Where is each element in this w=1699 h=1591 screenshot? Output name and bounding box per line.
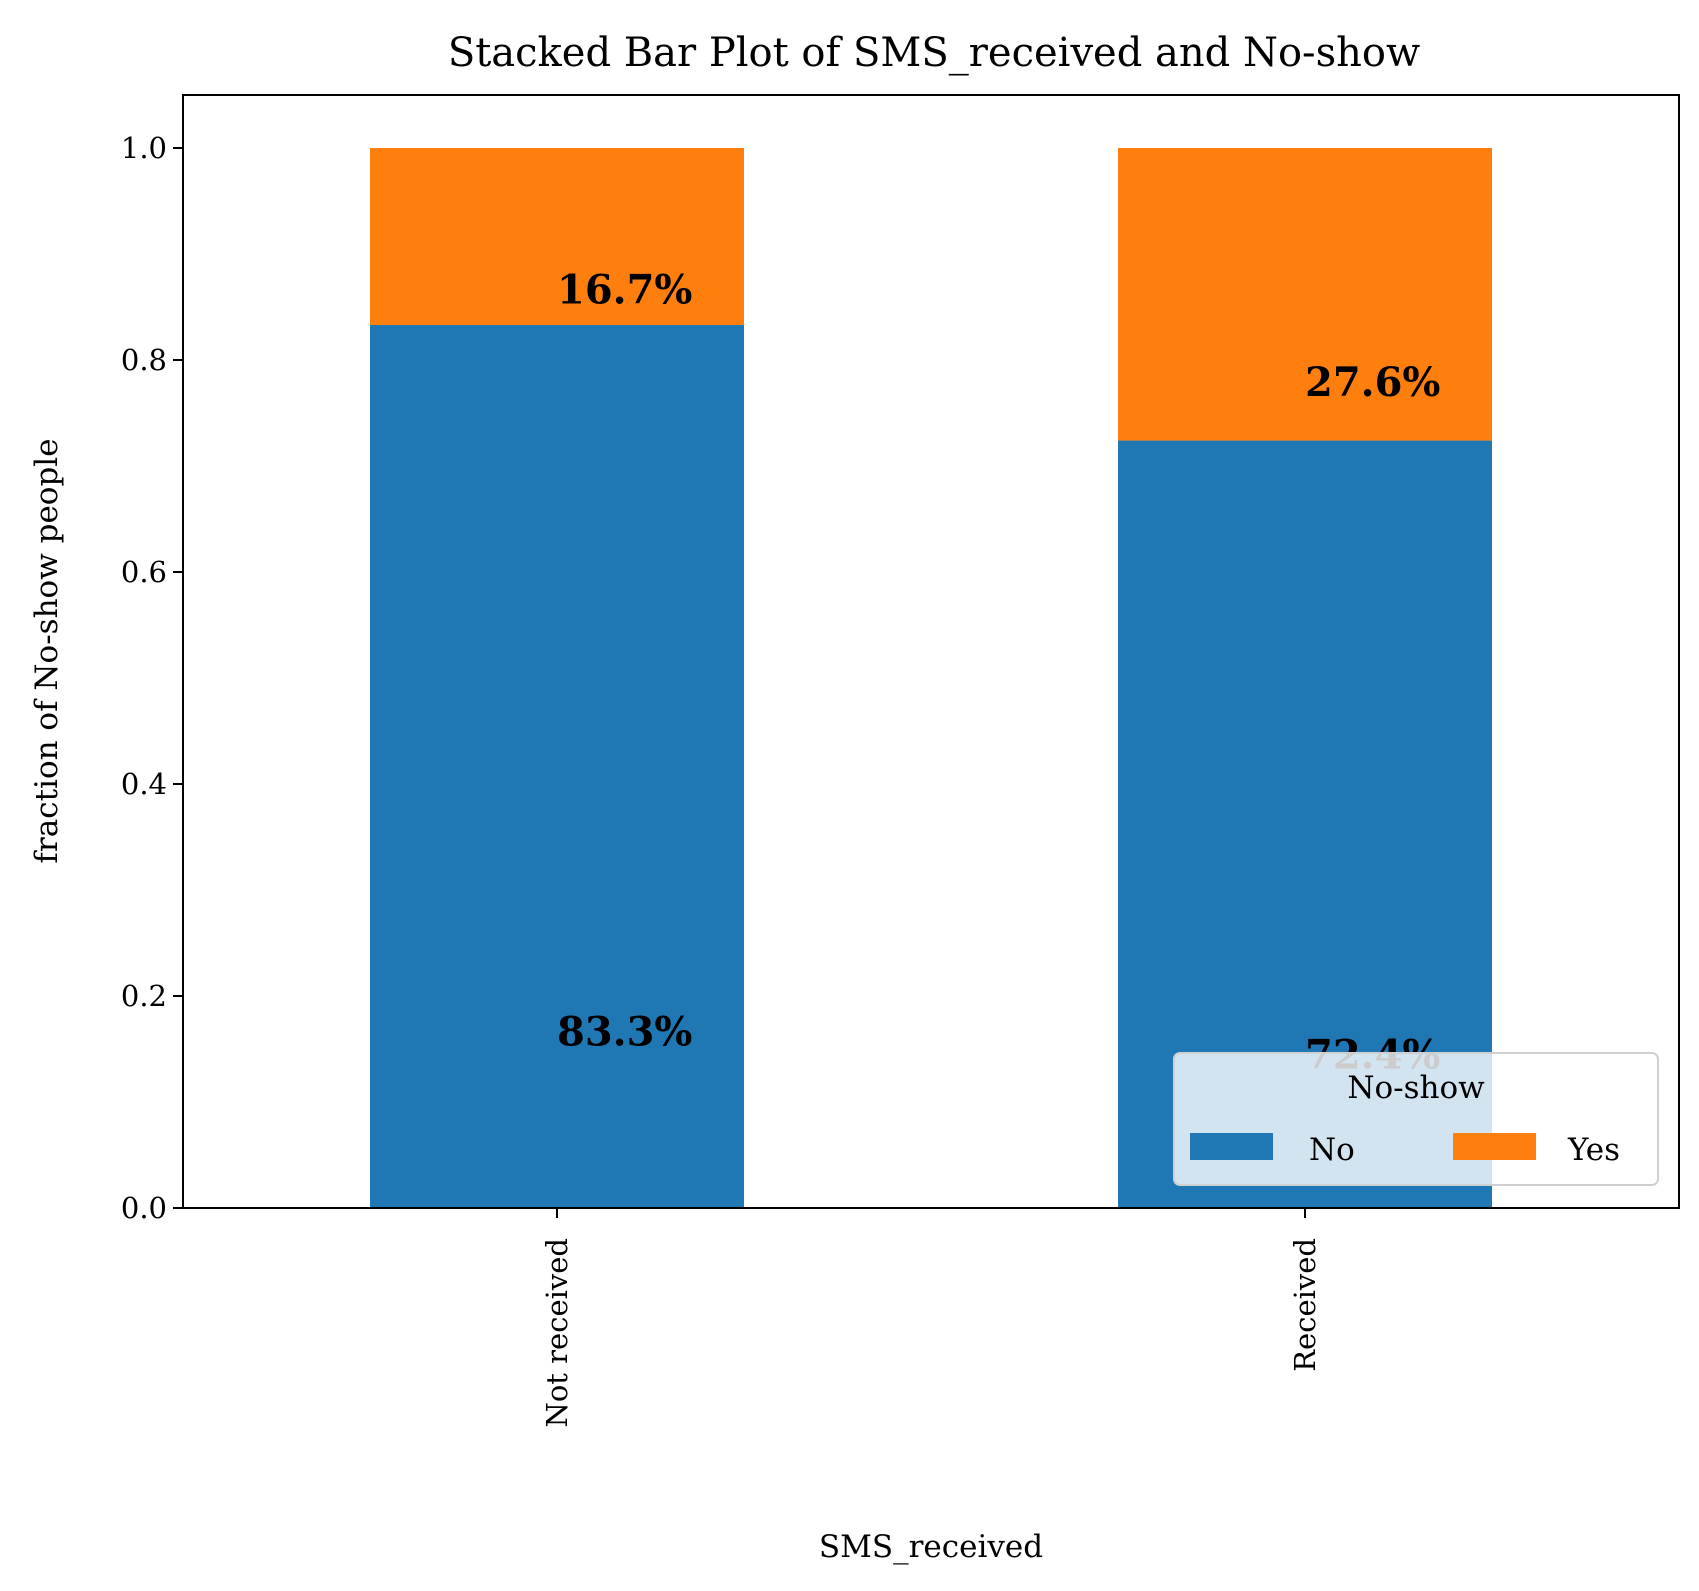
y-tick-label: 0.8 <box>121 343 167 377</box>
axis-ticks: Not received Received 0.0 0.2 0.4 0.6 0.8 1.0 <box>121 131 1322 1428</box>
y-tick-label: 0.0 <box>121 1191 167 1225</box>
legend-box <box>1173 1052 1659 1186</box>
x-tick-label: Received <box>1288 1238 1322 1372</box>
chart-title: Stacked Bar Plot of SMS_received and No-… <box>448 30 1420 76</box>
data-label-no-not-received: 83.3% <box>557 1008 692 1055</box>
data-label-yes-not-received: 16.7% <box>557 267 692 314</box>
y-tick-label: 0.4 <box>121 767 167 801</box>
y-axis-label: fraction of No-show people <box>29 438 65 863</box>
x-axis-label: SMS_received <box>819 1529 1043 1565</box>
bar-yes-received <box>1118 148 1492 441</box>
legend-swatch-no <box>1190 1133 1273 1160</box>
legend-title: No-show <box>1347 1070 1485 1106</box>
legend-label-no: No <box>1309 1132 1355 1168</box>
y-tick-label: 0.2 <box>121 979 167 1013</box>
legend-swatch-yes <box>1453 1133 1536 1160</box>
data-label-yes-received: 27.6% <box>1305 359 1440 406</box>
bar-yes-not-received <box>370 148 744 326</box>
x-tick-label: Not received <box>540 1238 574 1428</box>
bar-no-not-received <box>370 325 744 1208</box>
legend: No-show No Yes <box>1173 1052 1659 1186</box>
legend-label-yes: Yes <box>1567 1132 1620 1168</box>
axes-frame <box>182 94 1680 1209</box>
y-tick-label: 0.6 <box>121 555 167 589</box>
y-tick-label: 1.0 <box>121 131 167 165</box>
